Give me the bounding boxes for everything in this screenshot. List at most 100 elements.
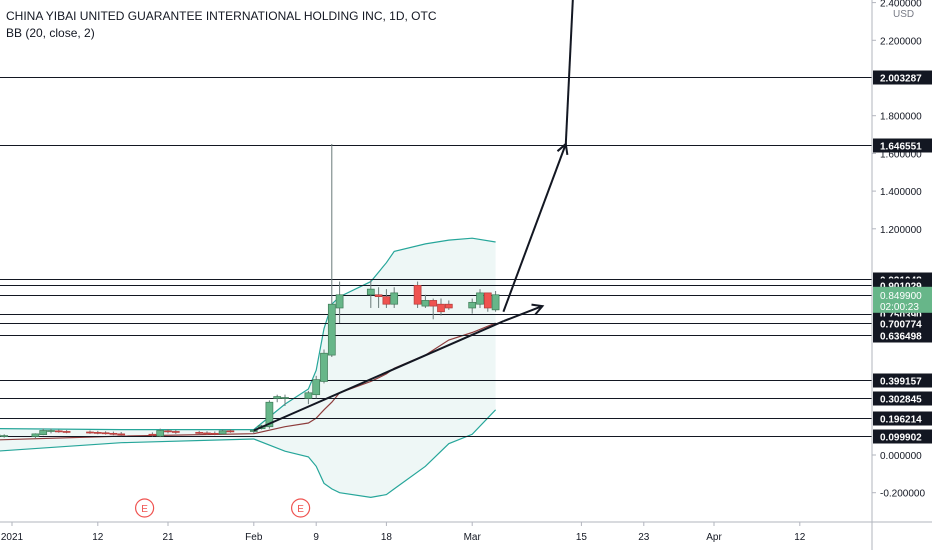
candle[interactable] (390, 287, 399, 308)
level-label-bg (873, 316, 932, 331)
currency-label[interactable]: USD (893, 9, 915, 20)
candle-body (39, 430, 48, 435)
candle[interactable] (491, 291, 500, 312)
time-tick-label: 18 (381, 532, 393, 543)
bb-lower[interactable] (0, 409, 497, 499)
candle[interactable] (156, 428, 165, 438)
candle[interactable] (226, 428, 235, 433)
candle-body (390, 292, 399, 305)
candle[interactable] (218, 429, 227, 435)
level-label[interactable]: 2.003287 (880, 74, 922, 85)
candle[interactable] (444, 300, 453, 310)
candle-body (226, 430, 235, 433)
candle-body (171, 431, 180, 433)
level-label[interactable]: 1.646551 (880, 142, 922, 153)
time-tick-label: 9 (313, 532, 319, 543)
candle[interactable] (195, 430, 204, 435)
trend-line[interactable] (502, 143, 567, 313)
candle[interactable] (483, 292, 492, 312)
candle[interactable] (171, 430, 180, 434)
current-price-label[interactable]: 0.849900 (880, 291, 922, 302)
earnings-marker[interactable]: E (291, 498, 311, 518)
candle[interactable] (0, 434, 9, 438)
candle[interactable] (382, 289, 391, 308)
candle[interactable] (54, 429, 63, 433)
candle-body (0, 435, 9, 437)
candle-body (210, 432, 219, 435)
level-label[interactable]: 0.099902 (880, 433, 922, 444)
candle[interactable] (304, 390, 313, 405)
candle-body (304, 392, 313, 399)
candle[interactable] (335, 281, 344, 324)
candle-body (491, 294, 500, 311)
candle[interactable] (31, 433, 40, 439)
candle[interactable] (476, 289, 484, 308)
candle[interactable] (281, 394, 289, 406)
price-tick-label: 0.000000 (880, 451, 922, 462)
earnings-marker[interactable]: E (135, 498, 155, 518)
level-label[interactable]: 0.750390 (880, 311, 922, 322)
candle[interactable] (86, 430, 94, 434)
candle[interactable] (320, 349, 328, 384)
candle-body (93, 432, 102, 434)
candle[interactable] (93, 430, 102, 435)
candle-body (203, 432, 211, 435)
trend-line[interactable] (503, 305, 543, 323)
level-label[interactable]: 0.302845 (880, 395, 922, 406)
candle-body (335, 294, 344, 309)
candle[interactable] (203, 431, 211, 436)
candle-body (327, 303, 336, 356)
candle-body (249, 430, 258, 432)
candle[interactable] (148, 432, 157, 437)
price-axis[interactable]: 2.400000 2.200000 1.800000 1.600000 1.400000… (871, 0, 932, 550)
candle[interactable] (273, 394, 282, 403)
candle[interactable] (101, 431, 110, 435)
candle-body (312, 379, 321, 396)
time-tick-label: 2021 (1, 532, 24, 543)
candle-body (273, 396, 282, 399)
current-price-bg (873, 286, 932, 313)
candle[interactable] (62, 430, 71, 434)
level-label-bg (873, 373, 932, 388)
time-axis[interactable]: 2021 12 21 Feb 9 18 Mar 15 23 Apr 12 (0, 521, 932, 543)
bb-basis[interactable] (0, 322, 496, 441)
price-tick-label: -0.200000 (880, 489, 925, 500)
level-label[interactable]: 0.196214 (880, 415, 922, 426)
candle-body (164, 430, 172, 433)
level-label-bg (873, 70, 932, 85)
candle[interactable] (468, 298, 477, 314)
candle[interactable] (47, 428, 55, 434)
price-tick-label: 1.800000 (880, 112, 922, 123)
trend-line[interactable] (253, 320, 504, 432)
candle[interactable] (366, 279, 375, 308)
candle[interactable] (109, 431, 118, 436)
candle[interactable] (421, 294, 430, 308)
horizontal-levels[interactable] (0, 77, 872, 437)
candle[interactable] (437, 298, 445, 316)
candle[interactable] (413, 281, 422, 308)
trend-lines[interactable] (253, 0, 574, 432)
candle[interactable] (429, 298, 438, 320)
candle-body (265, 401, 274, 428)
candle[interactable] (210, 431, 219, 436)
earnings-circle (291, 498, 311, 518)
indicator-label[interactable]: BB (20, close, 2) (6, 26, 95, 40)
candle[interactable] (164, 428, 172, 434)
candle[interactable] (374, 287, 383, 308)
level-label[interactable]: 0.399157 (880, 377, 922, 388)
time-tick-label: 23 (638, 532, 650, 543)
candle-body (47, 430, 55, 432)
level-label[interactable]: 0.700774 (880, 320, 922, 331)
candle[interactable] (327, 143, 336, 357)
candle[interactable] (39, 428, 48, 436)
candle[interactable] (312, 375, 321, 399)
time-tick-label: 12 (92, 532, 104, 543)
trend-line[interactable] (564, 0, 574, 145)
level-label-bg (873, 328, 932, 343)
candle[interactable] (117, 432, 126, 437)
level-label[interactable]: 0.636498 (880, 332, 922, 343)
candles[interactable] (0, 143, 500, 439)
